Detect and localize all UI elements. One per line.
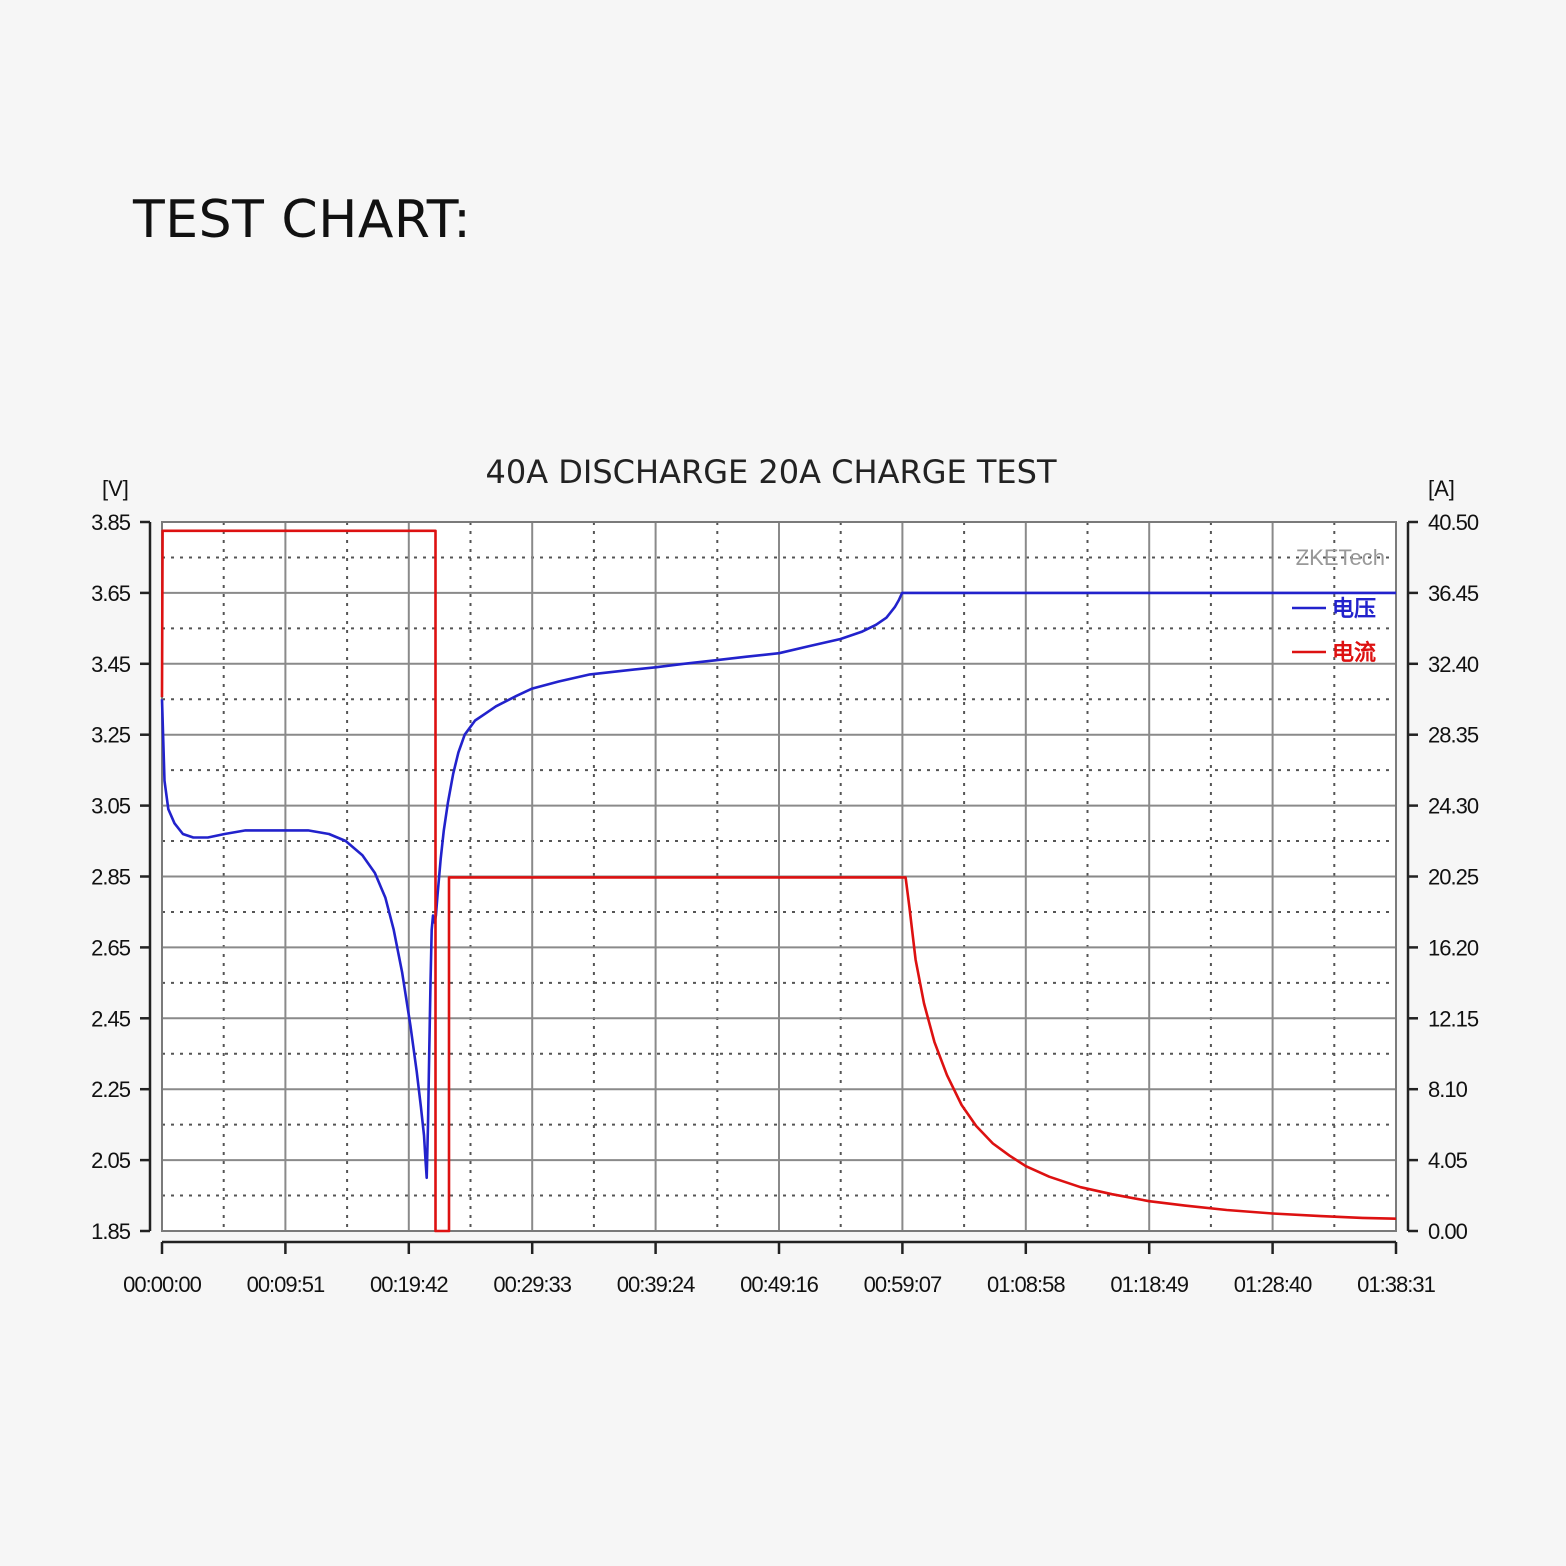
y-right-tick-label: 0.00 [1428, 1219, 1468, 1244]
x-tick-label: 00:19:42 [370, 1272, 448, 1297]
y-left-tick-label: 3.25 [91, 723, 131, 748]
tick-labels: 00:00:00 00:09:51 00:19:42 00:29:33 00:39:24… [91, 510, 1480, 1297]
y-left-tick-label: 1.85 [91, 1219, 131, 1244]
x-tick-label: 00:59:07 [864, 1272, 942, 1297]
y-left-tick-label: 2.65 [91, 935, 131, 960]
y-right-tick-label: 32.40 [1428, 652, 1479, 677]
y-left-tick-label: 2.85 [91, 865, 131, 890]
x-tick-label: 00:09:51 [247, 1272, 325, 1297]
y-right-tick-label: 28.35 [1428, 723, 1479, 748]
series-line-current [160, 529, 1397, 1233]
y-right-tick-label: 24.30 [1428, 794, 1479, 819]
y-right-tick-label: 8.10 [1428, 1077, 1468, 1102]
x-tick-label: 01:08:58 [987, 1272, 1065, 1297]
y-left-tick-label: 2.25 [91, 1077, 131, 1102]
y-left-tick-label: 3.65 [91, 581, 131, 606]
right-axis-unit: [A] [1428, 476, 1455, 501]
x-tick-label: 01:38:31 [1357, 1272, 1435, 1297]
x-tick-label: 00:49:16 [740, 1272, 818, 1297]
y-right-tick-label: 20.25 [1428, 865, 1479, 890]
x-tick-label: 01:18:49 [1110, 1272, 1188, 1297]
y-right-tick-label: 40.50 [1428, 510, 1479, 535]
legend-label: 电压 [1332, 597, 1376, 622]
x-tick-label: 00:29:33 [493, 1272, 571, 1297]
y-right-tick-label: 4.05 [1428, 1148, 1468, 1173]
y-left-tick-label: 2.45 [91, 1006, 131, 1031]
y-right-tick-label: 12.15 [1428, 1006, 1479, 1031]
x-tick-label: 01:28:40 [1234, 1272, 1312, 1297]
left-axis-unit: [V] [102, 476, 129, 501]
x-tick-label: 00:00:00 [123, 1272, 201, 1297]
x-tick-label: 00:39:24 [617, 1272, 695, 1297]
y-left-tick-label: 3.85 [91, 510, 131, 535]
axes [140, 520, 1418, 1254]
y-right-tick-label: 36.45 [1428, 581, 1479, 606]
y-left-tick-label: 3.05 [91, 794, 131, 819]
page-heading: TEST CHART: [133, 190, 472, 250]
y-left-tick-label: 2.05 [91, 1148, 131, 1173]
legend-label: 电流 [1332, 640, 1376, 666]
plot-border [161, 521, 1397, 1232]
y-left-tick-label: 3.45 [91, 652, 131, 677]
chart-title: 40A DISCHARGE 20A CHARGE TEST [485, 453, 1056, 491]
watermark: ZKETech [1296, 545, 1385, 570]
series-lines [160, 529, 1397, 1233]
y-right-tick-label: 16.20 [1428, 935, 1479, 960]
